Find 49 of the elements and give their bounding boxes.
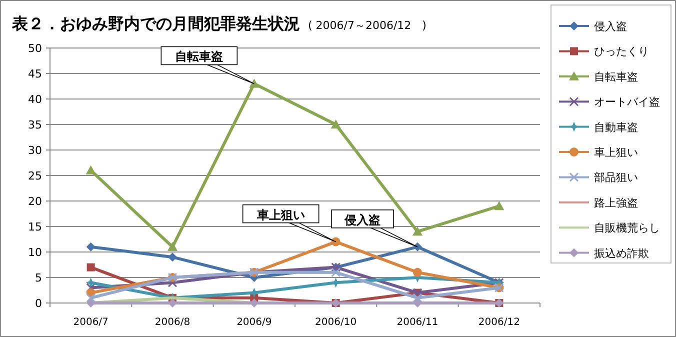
y-tick-label: 50	[28, 42, 42, 55]
x-tick-label: 2006/11	[396, 317, 438, 328]
legend-label: 自動車盗	[594, 120, 638, 134]
y-tick-label: 10	[28, 246, 42, 259]
y-tick-label: 15	[28, 220, 42, 234]
point	[86, 278, 96, 288]
point	[331, 237, 340, 246]
legend-label: 部品狙い	[594, 171, 638, 184]
y-tick-label: 25	[28, 170, 42, 182]
y-tick-label: 40	[28, 93, 42, 106]
annotation: 車上狙い	[256, 208, 305, 222]
legend-label: 車上狙い	[594, 146, 638, 159]
point	[86, 242, 96, 252]
point	[412, 226, 422, 236]
point	[331, 268, 341, 278]
legend-label: 振込め詐欺	[594, 246, 649, 260]
y-tick-label: 30	[28, 144, 42, 157]
y-tick-label: 0	[35, 297, 42, 310]
x-tick-label: 2006/8	[154, 317, 190, 328]
y-tick-label: 20	[28, 195, 42, 208]
point	[86, 263, 95, 272]
legend-label: ひったくり	[594, 45, 649, 58]
point	[168, 252, 177, 262]
point	[413, 242, 422, 252]
point	[86, 165, 96, 174]
annotation: 侵入盗	[344, 212, 380, 227]
point	[330, 120, 341, 128]
annotation: 自転車盗	[175, 50, 224, 64]
chart-subtitle: ( 2006/7～2006/12 )	[308, 19, 426, 32]
legend-label: 自転車盗	[594, 70, 638, 84]
y-tick-label: 45	[28, 68, 42, 80]
point	[86, 282, 96, 292]
x-tick-label: 2006/12	[478, 317, 520, 328]
y-tick-label: 35	[28, 118, 42, 132]
point	[168, 242, 178, 251]
point	[413, 268, 422, 277]
y-tick-label: 5	[35, 272, 42, 284]
x-tick-label: 2006/7	[73, 317, 108, 328]
point	[249, 78, 260, 88]
point	[86, 293, 96, 303]
point	[412, 293, 422, 303]
legend-label: 侵入盗	[594, 20, 627, 33]
point	[494, 201, 504, 210]
x-tick-label: 2006/9	[236, 317, 272, 328]
legend-label: 路上強盗	[594, 196, 638, 210]
x-tick-label: 2006/10	[315, 317, 357, 328]
legend-label: 自販機荒らし	[594, 222, 660, 235]
chart-title: 表２．おゆみ野内での月間犯罪発生状況	[12, 14, 300, 33]
legend-label: オートバイ盗	[594, 96, 660, 109]
